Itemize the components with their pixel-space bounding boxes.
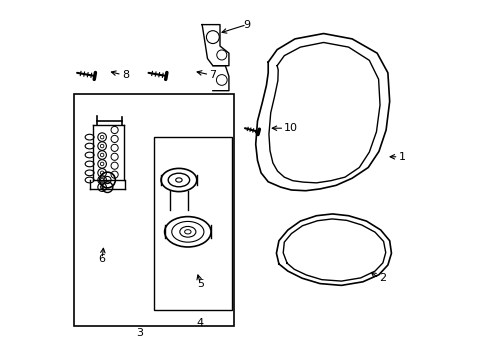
Text: 8: 8 xyxy=(122,69,129,80)
Text: 1: 1 xyxy=(398,152,406,162)
Bar xyxy=(154,137,232,310)
Polygon shape xyxy=(213,66,229,91)
Bar xyxy=(74,94,234,327)
Text: 4: 4 xyxy=(197,318,204,328)
Text: 6: 6 xyxy=(98,253,106,264)
Text: 7: 7 xyxy=(209,69,217,80)
Text: 2: 2 xyxy=(379,273,386,283)
Text: 3: 3 xyxy=(136,328,143,338)
Text: 9: 9 xyxy=(243,19,250,30)
Text: 10: 10 xyxy=(284,123,298,133)
Text: 5: 5 xyxy=(197,279,204,289)
Polygon shape xyxy=(202,24,229,66)
